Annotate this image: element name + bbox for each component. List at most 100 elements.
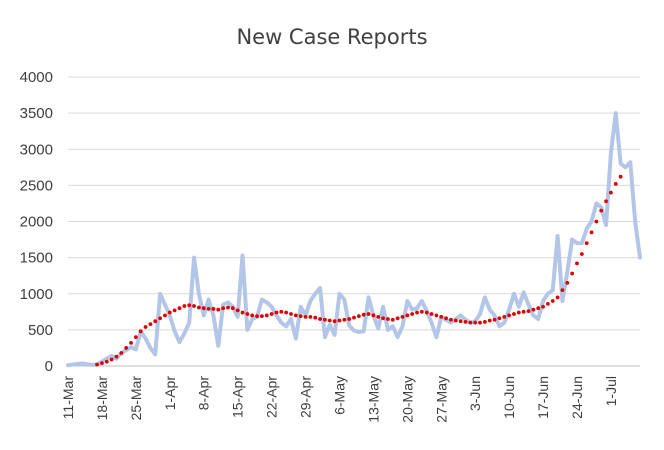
trend-point xyxy=(536,306,541,311)
series-line-daily-cases xyxy=(66,111,642,368)
trend-point xyxy=(133,335,138,339)
trend-point xyxy=(308,314,313,319)
x-tick-label: 8-Apr xyxy=(196,376,212,411)
trend-point xyxy=(293,313,298,318)
trend-point xyxy=(516,310,521,315)
y-tick-label: 1000 xyxy=(20,286,53,303)
x-axis-ticks: 11-Mar 18-Mar 25-Mar 1-Apr 8-Apr 15-Apr 22-Apr… xyxy=(60,376,619,423)
trend-point xyxy=(124,346,129,350)
trend-point xyxy=(245,312,250,316)
trend-point xyxy=(361,312,366,317)
trend-point xyxy=(104,359,109,364)
trend-point xyxy=(216,307,221,312)
trend-point xyxy=(235,308,240,313)
trend-point xyxy=(332,319,337,324)
trend-point xyxy=(415,310,419,315)
trend-point xyxy=(507,313,512,318)
trend-point xyxy=(468,320,473,325)
trend-point xyxy=(119,351,124,355)
trend-point xyxy=(550,299,555,303)
trend-point xyxy=(531,307,536,312)
trend-point xyxy=(439,314,444,319)
trend-point xyxy=(260,314,264,319)
trend-point xyxy=(492,317,497,322)
trend-point xyxy=(187,303,192,308)
trend-point xyxy=(458,319,463,324)
x-tick-label: 17-Jun xyxy=(535,376,551,419)
trend-point xyxy=(570,271,575,276)
trend-point xyxy=(400,314,405,319)
trend-point xyxy=(206,307,211,311)
y-tick-label: 2000 xyxy=(20,214,53,231)
y-tick-label: 4000 xyxy=(20,69,53,86)
trend-point xyxy=(318,317,322,321)
trend-point xyxy=(478,320,482,325)
trend-point xyxy=(279,309,284,314)
trend-point xyxy=(381,316,385,321)
trend-point xyxy=(323,317,327,322)
trend-point xyxy=(613,182,618,186)
trend-point xyxy=(541,304,545,309)
trend-point xyxy=(449,317,453,322)
trend-point xyxy=(182,304,187,308)
trend-point xyxy=(386,317,390,321)
trend-point xyxy=(526,309,531,313)
trend-point xyxy=(129,340,133,345)
x-tick-label: 25-Mar xyxy=(128,376,144,421)
x-tick-label: 29-Apr xyxy=(298,376,314,418)
trend-point xyxy=(419,309,424,314)
series-trend-dotted xyxy=(95,174,623,367)
trend-point xyxy=(390,317,395,322)
trend-point xyxy=(298,314,303,319)
trend-point xyxy=(201,306,206,311)
trend-point xyxy=(269,312,274,316)
y-tick-label: 3000 xyxy=(20,141,53,158)
gridlines xyxy=(68,76,640,331)
trend-point xyxy=(100,361,104,366)
trend-point xyxy=(594,219,599,224)
trend-point xyxy=(356,314,361,319)
x-tick-label: 6-May xyxy=(331,376,347,415)
trend-point xyxy=(172,308,177,313)
trend-point xyxy=(555,295,560,300)
trend-point xyxy=(289,312,293,316)
x-tick-label: 15-Apr xyxy=(230,376,246,418)
trend-point xyxy=(163,313,167,318)
chart-title: New Case Reports xyxy=(236,25,427,49)
x-tick-label: 18-Mar xyxy=(94,376,110,421)
trend-point xyxy=(487,318,492,323)
trend-point xyxy=(211,307,216,311)
y-tick-label: 500 xyxy=(28,322,53,339)
trend-point xyxy=(347,317,352,321)
trend-point xyxy=(497,316,502,321)
trend-point xyxy=(303,314,308,319)
trend-point xyxy=(453,318,458,323)
x-tick-label: 1-Apr xyxy=(162,376,178,411)
trend-point xyxy=(444,316,448,321)
trend-point xyxy=(337,318,342,323)
trend-point xyxy=(177,306,182,311)
trend-point xyxy=(565,281,570,285)
trend-point xyxy=(352,315,356,320)
trend-point xyxy=(114,354,119,359)
trend-point xyxy=(240,310,245,315)
x-tick-label: 13-May xyxy=(365,376,381,423)
trend-point xyxy=(604,199,608,204)
x-tick-label: 3-Jun xyxy=(467,376,483,411)
x-tick-label: 1-Jul xyxy=(603,376,619,406)
trend-point xyxy=(226,305,230,310)
trend-point xyxy=(429,312,434,316)
trend-point xyxy=(395,316,400,321)
x-tick-label: 24-Jun xyxy=(569,376,585,419)
trend-point xyxy=(158,316,163,321)
trend-point xyxy=(575,261,579,266)
trend-point xyxy=(482,320,487,324)
trend-point xyxy=(255,314,259,319)
y-tick-label: 2500 xyxy=(20,177,53,194)
trend-point xyxy=(521,309,526,314)
x-tick-label: 22-Apr xyxy=(264,376,280,418)
trend-point xyxy=(366,312,371,316)
y-axis-ticks: 0 500 1000 1500 2000 2500 3000 3500 4000 xyxy=(20,69,53,375)
trend-point xyxy=(434,313,439,318)
trend-point xyxy=(264,313,269,318)
